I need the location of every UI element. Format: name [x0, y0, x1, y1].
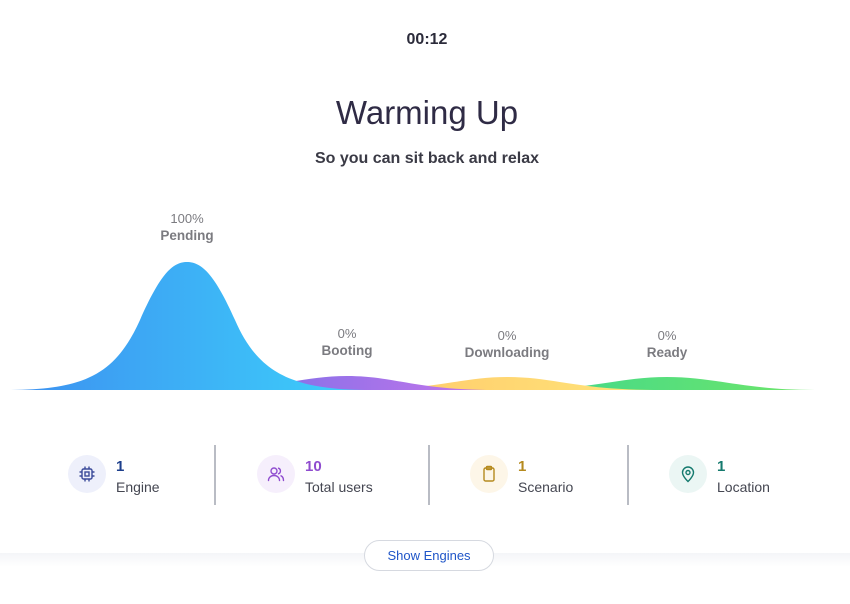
- stat-location-value: 1: [717, 458, 726, 475]
- stage-downloading-label: Downloading: [464, 345, 550, 360]
- stage-pending: 100% Pending: [107, 210, 267, 244]
- users-icon: [257, 455, 295, 493]
- stat-location-label: Location: [717, 479, 770, 495]
- stage-ready-label: Ready: [646, 345, 688, 360]
- stage-booting-percent: 0%: [337, 326, 357, 341]
- stage-booting-label: Booting: [321, 343, 373, 358]
- pending-wave: [5, 262, 370, 390]
- stats-row: 1 Engine 10 Total users 1 Scenario: [0, 440, 850, 510]
- stat-total-users-label: Total users: [305, 479, 373, 495]
- stats-divider: [214, 445, 216, 505]
- chip-icon: [68, 455, 106, 493]
- stage-downloading: 0% Downloading: [427, 327, 587, 361]
- stats-divider: [627, 445, 629, 505]
- stat-engines-value: 1: [116, 458, 125, 475]
- stage-ready-percent: 0%: [657, 328, 677, 343]
- stats-divider: [428, 445, 430, 505]
- stage-downloading-percent: 0%: [497, 328, 517, 343]
- stat-total-users-value: 10: [305, 458, 322, 475]
- page-subtitle: So you can sit back and relax: [314, 150, 540, 167]
- progress-waves: [5, 262, 815, 390]
- stage-ready: 0% Ready: [587, 327, 747, 361]
- stage-booting: 0% Booting: [267, 325, 427, 359]
- elapsed-timer: 00:12: [406, 31, 448, 48]
- stat-scenario-value: 1: [518, 458, 527, 475]
- stat-scenario-label: Scenario: [518, 479, 574, 495]
- clipboard-icon: [470, 455, 508, 493]
- stat-engines-label: Engine: [116, 479, 160, 495]
- stage-pending-label: Pending: [160, 228, 214, 243]
- location-pin-icon: [669, 455, 707, 493]
- page-title: Warming Up: [335, 94, 519, 131]
- stage-pending-percent: 100%: [170, 211, 204, 226]
- show-engines-button[interactable]: Show Engines: [364, 540, 494, 571]
